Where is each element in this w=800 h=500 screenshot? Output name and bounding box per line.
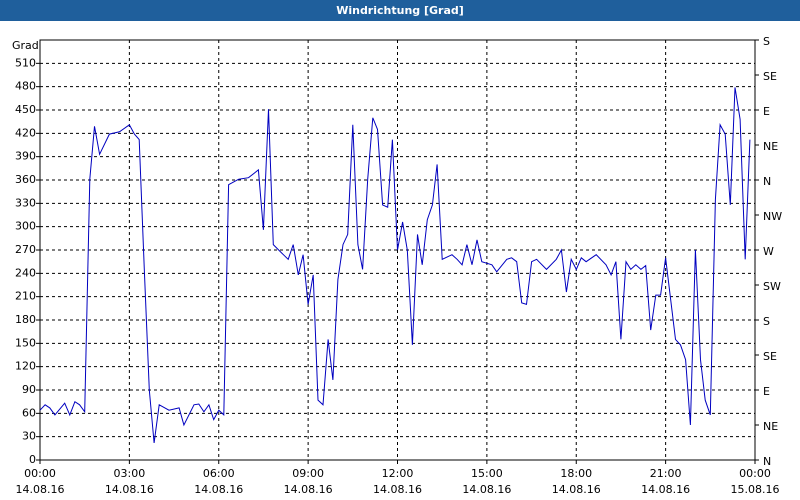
y-tick-label: 450 xyxy=(15,103,36,116)
y-tick-label: 90 xyxy=(22,383,36,396)
x-tick-date: 14.08.16 xyxy=(373,483,422,496)
x-tick-label: 03:00 xyxy=(114,467,146,480)
y-tick-label: 150 xyxy=(15,336,36,349)
y-tick-label: 270 xyxy=(15,243,36,256)
y-tick-label: 510 xyxy=(15,56,36,69)
x-tick-date: 15.08.16 xyxy=(731,483,780,496)
window-title: Windrichtung [Grad] xyxy=(0,0,800,21)
y-tick-label: 390 xyxy=(15,150,36,163)
x-tick-label: 00:00 xyxy=(739,467,771,480)
y-axis-label: Grad xyxy=(12,39,39,52)
y-tick-label: 180 xyxy=(15,313,36,326)
x-tick-label: 12:00 xyxy=(382,467,414,480)
y-tick-label: 0 xyxy=(29,453,36,466)
y2-tick-label: NW xyxy=(763,210,782,223)
y2-tick-label: SW xyxy=(763,280,781,293)
x-tick-date: 14.08.16 xyxy=(641,483,690,496)
y-tick-label: 210 xyxy=(15,290,36,303)
y-tick-label: 60 xyxy=(22,406,36,419)
y2-tick-label: S xyxy=(763,35,770,48)
y2-tick-label: E xyxy=(763,385,770,398)
data-line xyxy=(39,87,751,443)
y-tick-label: 330 xyxy=(15,196,36,209)
y2-tick-label: E xyxy=(763,105,770,118)
y-tick-label: 120 xyxy=(15,360,36,373)
y2-tick-label: NE xyxy=(763,420,778,433)
x-tick-date: 14.08.16 xyxy=(552,483,601,496)
x-tick-label: 21:00 xyxy=(650,467,682,480)
x-tick-date: 14.08.16 xyxy=(284,483,333,496)
y2-tick-label: SE xyxy=(763,350,777,363)
y-tick-label: 240 xyxy=(15,266,36,279)
y2-tick-label: S xyxy=(763,315,770,328)
y-tick-label: 30 xyxy=(22,430,36,443)
x-tick-date: 14.08.16 xyxy=(462,483,511,496)
y2-tick-label: N xyxy=(763,175,771,188)
y2-tick-label: N xyxy=(763,455,771,468)
x-tick-date: 14.08.16 xyxy=(16,483,65,496)
x-tick-label: 06:00 xyxy=(203,467,235,480)
x-tick-date: 14.08.16 xyxy=(105,483,154,496)
y2-tick-label: SE xyxy=(763,70,777,83)
chart: Grad 0 30 60 90 120 150 180 210 240 270 300 330 360 3… xyxy=(12,35,782,496)
y2-tick-label: NE xyxy=(763,140,778,153)
x-tick-date: 14.08.16 xyxy=(194,483,243,496)
y-tick-label: 360 xyxy=(15,173,36,186)
y-tick-label: 420 xyxy=(15,126,36,139)
x-tick-label: 00:00 xyxy=(24,467,56,480)
y-tick-label: 480 xyxy=(15,80,36,93)
y2-tick-label: W xyxy=(763,245,774,258)
x-tick-label: 15:00 xyxy=(471,467,503,480)
x-tick-label: 18:00 xyxy=(560,467,592,480)
y-tick-label: 300 xyxy=(15,220,36,233)
x-tick-label: 09:00 xyxy=(292,467,324,480)
